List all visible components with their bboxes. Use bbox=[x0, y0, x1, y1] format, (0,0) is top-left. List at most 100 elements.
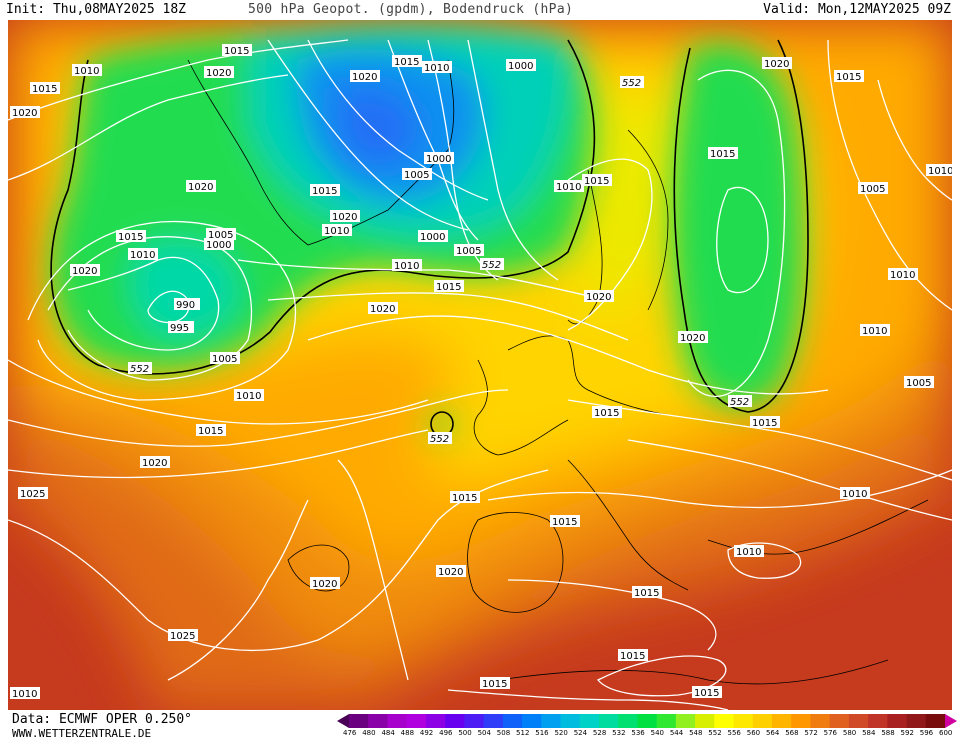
pressure-label: 1010 bbox=[926, 164, 952, 177]
legend-label: 600 bbox=[939, 729, 953, 737]
pressure-label: 1020 bbox=[140, 456, 170, 469]
svg-text:1020: 1020 bbox=[586, 292, 611, 303]
svg-text:1005: 1005 bbox=[906, 378, 931, 389]
svg-text:1020: 1020 bbox=[188, 182, 213, 193]
geopotential-label: 552 bbox=[128, 362, 152, 375]
svg-text:1025: 1025 bbox=[170, 631, 195, 642]
pressure-label: 1010 bbox=[128, 248, 158, 261]
chart-title: 500 hPa Geopot. (gpdm), Bodendruck (hPa) bbox=[248, 2, 574, 17]
pressure-label: 1015 bbox=[392, 55, 422, 68]
legend-swatch bbox=[483, 714, 504, 728]
pressure-label: 1010 bbox=[888, 268, 918, 281]
legend-label: 476 bbox=[343, 729, 357, 737]
svg-text:1010: 1010 bbox=[862, 326, 887, 337]
svg-text:1010: 1010 bbox=[236, 391, 261, 402]
legend-swatch bbox=[714, 714, 735, 728]
init-time-label: Init: Thu,08MAY2025 18Z bbox=[6, 2, 187, 17]
svg-text:1015: 1015 bbox=[118, 232, 143, 243]
pressure-label: 1010 bbox=[840, 487, 870, 500]
legend-swatch bbox=[522, 714, 542, 728]
pressure-label: 1000 bbox=[418, 230, 448, 243]
svg-text:1005: 1005 bbox=[456, 246, 481, 257]
legend-swatch bbox=[502, 714, 523, 728]
svg-text:1020: 1020 bbox=[352, 72, 377, 83]
legend-label: 520 bbox=[554, 729, 568, 737]
pressure-label: 1020 bbox=[584, 290, 614, 303]
legend-arrow-high bbox=[945, 714, 957, 728]
svg-text:1020: 1020 bbox=[72, 266, 97, 277]
pressure-label: 995 bbox=[168, 321, 194, 334]
svg-text:1015: 1015 bbox=[752, 418, 777, 429]
pressure-label: 1010 bbox=[392, 259, 422, 272]
svg-text:1010: 1010 bbox=[130, 250, 155, 261]
legend-label: 492 bbox=[419, 729, 434, 737]
pressure-label: 1015 bbox=[222, 44, 252, 57]
pressure-label: 1015 bbox=[30, 82, 60, 95]
pressure-label: 1010 bbox=[72, 64, 102, 77]
legend-swatch bbox=[887, 714, 908, 728]
svg-text:1015: 1015 bbox=[394, 57, 419, 68]
legend-label: 516 bbox=[535, 729, 549, 737]
geopotential-label: 552 bbox=[728, 395, 752, 408]
legend-label: 556 bbox=[727, 729, 741, 737]
pressure-label: 1020 bbox=[204, 66, 234, 79]
svg-text:1020: 1020 bbox=[438, 567, 463, 578]
legend-label: 504 bbox=[477, 729, 491, 737]
legend-swatch bbox=[598, 714, 619, 728]
svg-text:1000: 1000 bbox=[206, 240, 231, 251]
pressure-label: 1020 bbox=[10, 106, 40, 119]
svg-text:1015: 1015 bbox=[452, 493, 477, 504]
svg-text:552: 552 bbox=[622, 78, 641, 89]
legend-swatch bbox=[810, 714, 831, 728]
legend-label: 540 bbox=[650, 729, 664, 737]
legend-label: 592 bbox=[900, 729, 914, 737]
svg-text:1010: 1010 bbox=[890, 270, 915, 281]
legend-label: 572 bbox=[804, 729, 818, 737]
pressure-label: 1025 bbox=[18, 487, 48, 500]
svg-text:1015: 1015 bbox=[694, 688, 719, 699]
pressure-label: 1015 bbox=[582, 174, 612, 187]
svg-text:1010: 1010 bbox=[74, 66, 99, 77]
svg-text:1015: 1015 bbox=[198, 426, 223, 437]
legend-label: 512 bbox=[516, 729, 530, 737]
legend-label: 564 bbox=[765, 729, 780, 737]
svg-text:1015: 1015 bbox=[436, 282, 461, 293]
legend-swatch bbox=[387, 714, 408, 728]
chart-footer: Data: ECMWF OPER 0.250° WWW.WETTERZENTRA… bbox=[0, 710, 959, 741]
legend-label: 484 bbox=[381, 729, 395, 737]
svg-text:1015: 1015 bbox=[634, 588, 659, 599]
pressure-label: 1015 bbox=[592, 406, 622, 419]
svg-text:552: 552 bbox=[430, 434, 449, 445]
svg-text:1010: 1010 bbox=[842, 489, 867, 500]
pressure-label: 1020 bbox=[70, 264, 100, 277]
pressure-label: 1015 bbox=[618, 649, 648, 662]
pressure-label: 1005 bbox=[210, 352, 240, 365]
pressure-label: 1015 bbox=[750, 416, 780, 429]
svg-text:1015: 1015 bbox=[710, 149, 735, 160]
svg-text:1010: 1010 bbox=[736, 547, 761, 558]
pressure-label: 1015 bbox=[708, 147, 738, 160]
svg-text:1005: 1005 bbox=[212, 354, 237, 365]
svg-text:1010: 1010 bbox=[324, 226, 349, 237]
pressure-label: 1015 bbox=[450, 491, 480, 504]
legend-label: 480 bbox=[362, 729, 376, 737]
legend-label: 500 bbox=[458, 729, 472, 737]
map-canvas: 1010 1015 1020 1020 1015 1020 1015 1010 … bbox=[8, 20, 952, 710]
svg-text:1015: 1015 bbox=[482, 679, 507, 690]
legend-swatch bbox=[695, 714, 715, 728]
legend-label: 496 bbox=[439, 729, 453, 737]
legend-swatch bbox=[868, 714, 888, 728]
pressure-label: 1005 bbox=[904, 376, 934, 389]
svg-text:1020: 1020 bbox=[12, 108, 37, 119]
legend-label: 548 bbox=[689, 729, 703, 737]
pressure-label: 1015 bbox=[692, 686, 722, 699]
legend-swatch bbox=[541, 714, 561, 728]
legend-label: 588 bbox=[881, 729, 895, 737]
chart-header: Init: Thu,08MAY2025 18Z 500 hPa Geopot. … bbox=[0, 0, 959, 20]
svg-text:1020: 1020 bbox=[312, 579, 337, 590]
pressure-label: 1005 bbox=[206, 228, 236, 241]
legend-swatch bbox=[368, 714, 388, 728]
legend-label: 532 bbox=[612, 729, 626, 737]
legend-label: 552 bbox=[708, 729, 722, 737]
pressure-label: 1015 bbox=[632, 586, 662, 599]
